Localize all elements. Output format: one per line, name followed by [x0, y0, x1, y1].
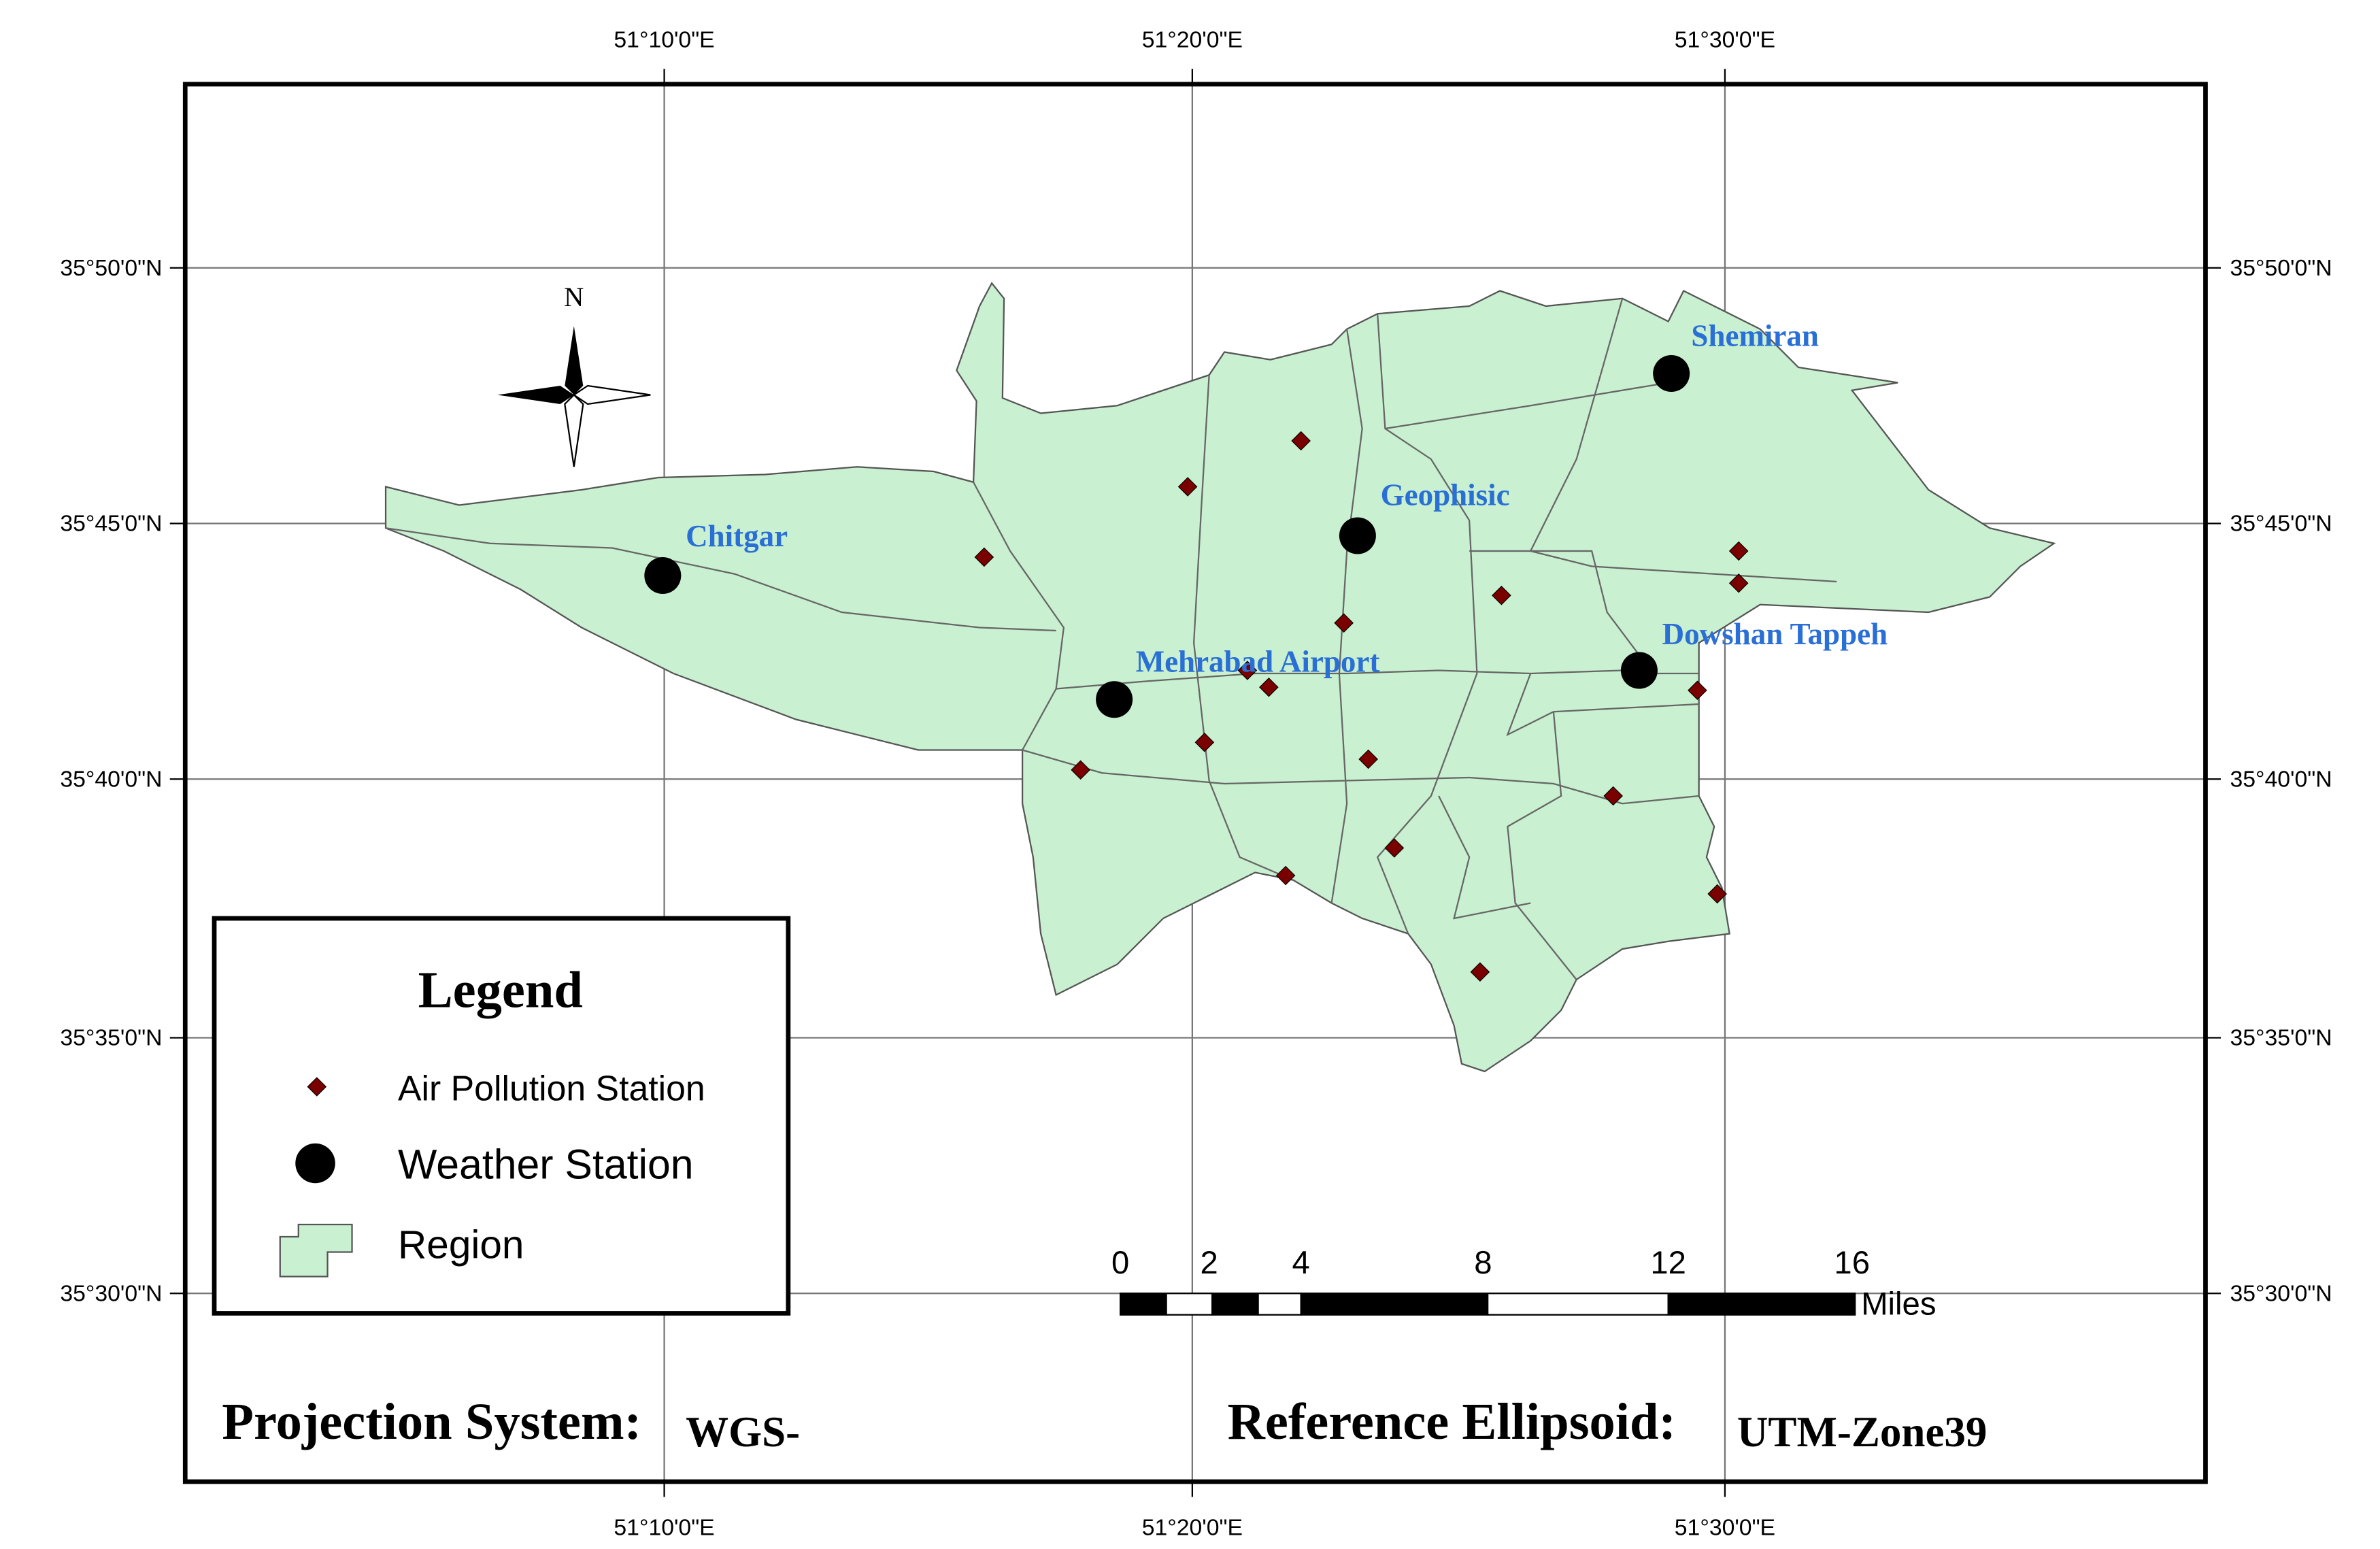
north-label: N: [564, 282, 584, 312]
latitude-label: 35°35'0"N: [2230, 1025, 2332, 1051]
legend-title: Legend: [418, 961, 583, 1019]
region: [384, 282, 2056, 1073]
air-pollution-station: [1728, 573, 1749, 593]
scale-label: 12: [1650, 1245, 1686, 1281]
scale-label: 2: [1200, 1245, 1218, 1281]
air-pollution-station: [1358, 749, 1378, 769]
north-arrow-part: [565, 326, 584, 395]
district-line: [1385, 382, 1669, 430]
projection-label: Projection System:: [222, 1393, 641, 1450]
scale-label: 0: [1111, 1245, 1129, 1281]
reference-label: Reference Ellipsoid:: [1228, 1393, 1676, 1450]
air-pollution-station: [1334, 613, 1354, 633]
north-arrow: N: [497, 282, 651, 467]
latitude-label: 35°45'0"N: [2230, 511, 2332, 537]
air-pollution-station: [1603, 786, 1623, 806]
weather-station: [644, 557, 682, 594]
scale-segment: [1165, 1293, 1213, 1316]
scale-segment: [1487, 1293, 1669, 1316]
legend-symbol: [279, 1223, 353, 1278]
air-pollution-station: [1470, 962, 1490, 982]
district-line: [385, 527, 1056, 632]
district-line: [1192, 375, 1294, 881]
latitude-label: 35°30'0"N: [2230, 1281, 2332, 1307]
station-label: Dowshan Tappeh: [1662, 617, 1888, 651]
map-frame: [182, 82, 2208, 1484]
legend-item: Region: [398, 1223, 524, 1267]
longitude-label: 51°30'0"E: [1675, 27, 1775, 53]
latitude-label: 35°50'0"N: [60, 255, 162, 281]
projection-value: WGS-: [686, 1408, 800, 1456]
weather-station: [1096, 681, 1133, 718]
scale-segment: [1257, 1293, 1302, 1316]
district-line: [1506, 673, 1699, 737]
latitude-label: 35°35'0"N: [60, 1025, 162, 1051]
district-line: [1056, 669, 1623, 690]
scale-label: 8: [1474, 1245, 1492, 1281]
district-line: [1469, 550, 1699, 675]
scale-segment: [1211, 1293, 1259, 1316]
air-pollution-station: [1194, 732, 1215, 752]
scale-label: 16: [1834, 1245, 1870, 1281]
scale-segment: [1667, 1293, 1856, 1316]
reference-value: UTM-Zone39: [1737, 1408, 1987, 1456]
latitude-label: 35°40'0"N: [2230, 767, 2332, 793]
scale-segment: [1119, 1293, 1167, 1316]
scale-segment: [1300, 1293, 1489, 1316]
latitude-label: 35°40'0"N: [60, 767, 162, 793]
air-pollution-station: [1275, 865, 1296, 886]
station-label: Shemiran: [1691, 319, 1819, 353]
legend-item: Air Pollution Station: [398, 1069, 705, 1108]
air-pollution-station: [1177, 477, 1198, 497]
air-pollution-station: [1707, 884, 1727, 904]
latitude-label: 35°30'0"N: [60, 1281, 162, 1307]
air-pollution-station: [1728, 541, 1749, 561]
air-pollution-station: [1492, 585, 1511, 605]
longitude-label: 51°10'0"E: [614, 27, 714, 53]
station-label: Chitgar: [686, 519, 788, 553]
north-arrow-part: [497, 386, 574, 404]
air-pollution-station: [1071, 760, 1090, 780]
air-pollution-station: [1259, 677, 1279, 697]
north-arrow-part: [572, 384, 651, 405]
district-line: [973, 482, 1065, 751]
scale-bar: [1119, 1293, 1856, 1316]
station-label: Mehrabad Airport: [1136, 645, 1380, 679]
air-pollution-station: [1688, 680, 1707, 701]
legend-symbol: [295, 1143, 335, 1184]
scale-unit: Miles: [1861, 1286, 1936, 1322]
station-label: Geophisic: [1381, 478, 1510, 512]
weather-station: [1339, 517, 1376, 554]
district-line: [1507, 712, 1577, 980]
latitude-label: 35°50'0"N: [2230, 255, 2332, 281]
air-pollution-station: [1291, 431, 1311, 451]
longitude-label: 51°20'0"E: [1142, 27, 1243, 53]
weather-station: [1620, 652, 1658, 689]
legend-item: Weather Station: [398, 1142, 694, 1188]
longitude-label: 51°20'0"E: [1142, 1515, 1243, 1541]
scale-label: 4: [1292, 1245, 1309, 1281]
legend-symbol: [307, 1077, 327, 1097]
longitude-label: 51°10'0"E: [614, 1515, 714, 1541]
district-line: [1330, 329, 1363, 903]
district-line: [1438, 795, 1531, 920]
air-pollution-station: [974, 547, 994, 567]
air-pollution-station: [1384, 838, 1405, 858]
weather-station: [1653, 355, 1690, 392]
latitude-label: 35°45'0"N: [60, 511, 162, 537]
air-pollution-station: [1237, 661, 1258, 680]
longitude-label: 51°30'0"E: [1675, 1515, 1775, 1541]
